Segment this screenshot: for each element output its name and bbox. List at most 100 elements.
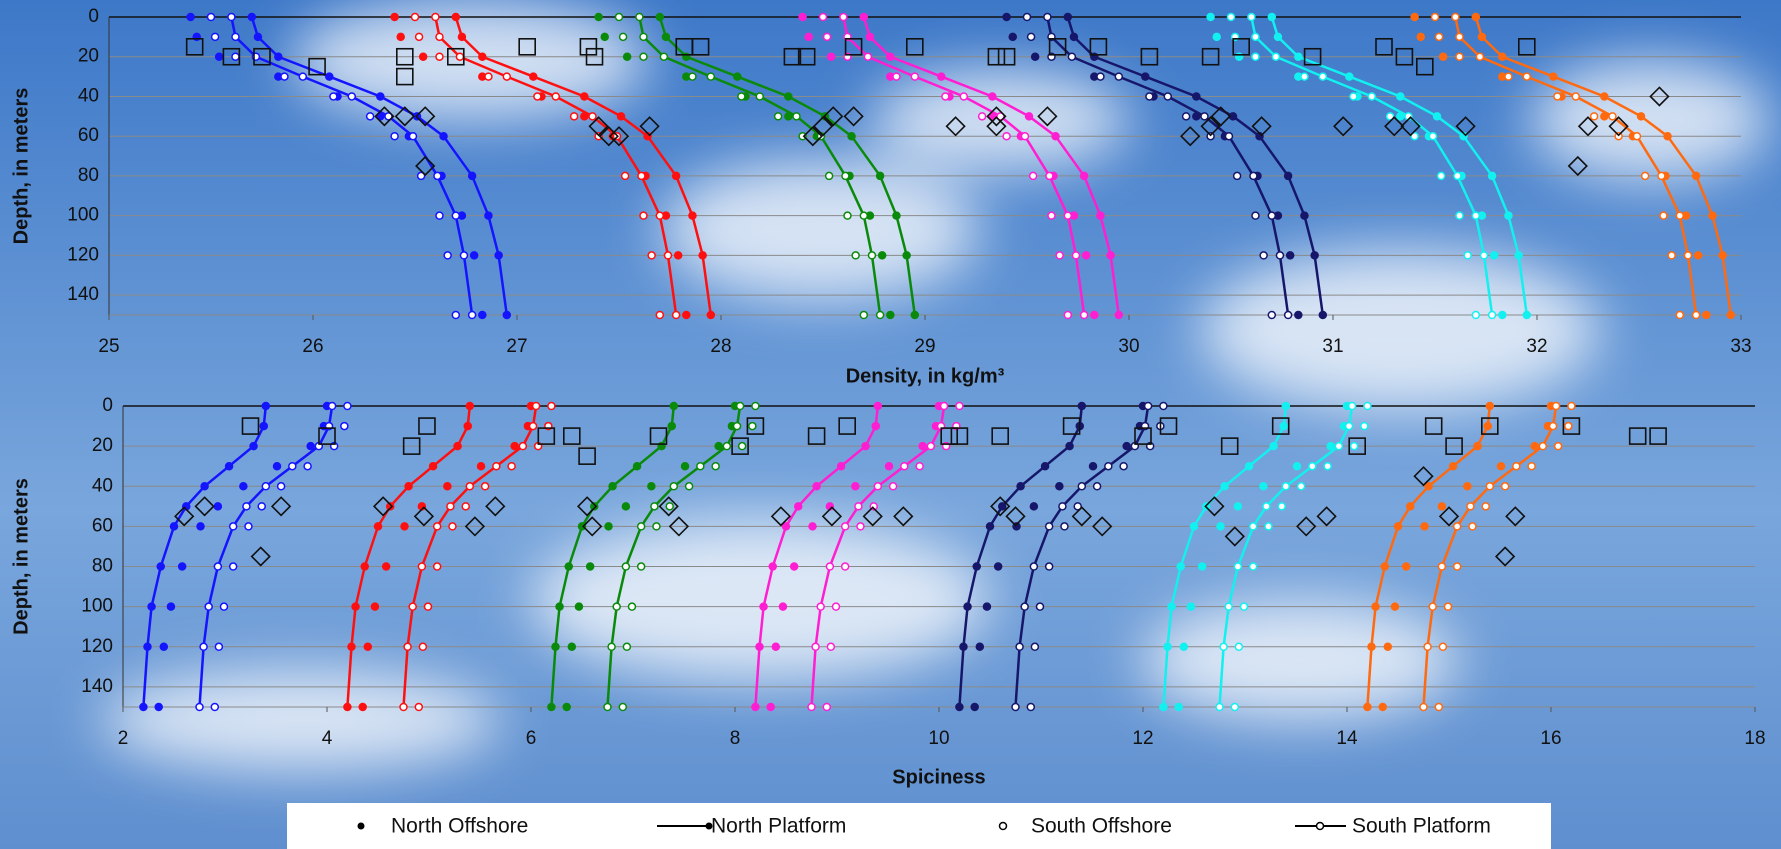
profile-point — [1489, 172, 1496, 179]
profile-point — [1709, 212, 1716, 219]
profile-point — [1478, 33, 1485, 40]
x-tick-label: 6 — [526, 728, 537, 749]
profile-point — [1225, 133, 1232, 140]
profile-point — [1294, 463, 1301, 470]
profile-point — [1216, 704, 1223, 711]
profile-point — [1012, 704, 1019, 711]
profile-point — [737, 403, 744, 410]
y-tick-label: 40 — [78, 85, 99, 106]
profile-point — [1309, 463, 1316, 470]
profile-point — [827, 643, 834, 650]
profile-point — [1187, 603, 1194, 610]
profile-point — [434, 172, 441, 179]
profile-point — [877, 312, 884, 319]
profile-point — [1486, 403, 1493, 410]
profile-point — [144, 643, 151, 650]
profile-point — [1436, 33, 1443, 40]
profile-point — [1177, 563, 1184, 570]
profile-point — [482, 483, 489, 490]
profile-point — [1250, 563, 1257, 570]
profile-point — [432, 14, 439, 21]
profile-point — [1480, 252, 1487, 259]
profile-point — [485, 73, 492, 80]
profile-point — [1183, 113, 1190, 120]
profile-point — [1429, 133, 1436, 140]
profile-point — [941, 403, 948, 410]
profile-point — [466, 403, 473, 410]
profile-point — [653, 523, 660, 530]
profile-point — [620, 33, 627, 40]
x-tick-label: 26 — [302, 336, 323, 357]
profile-point — [262, 403, 269, 410]
profile-point — [862, 443, 869, 450]
profile-point — [1499, 312, 1506, 319]
profile-point — [1727, 312, 1734, 319]
profile-point — [1097, 73, 1104, 80]
profile-point — [1268, 14, 1275, 21]
profile-point — [772, 643, 779, 650]
profile-point — [820, 14, 827, 21]
x-tick-label: 10 — [928, 728, 949, 749]
profile-point — [211, 704, 218, 711]
profile-point — [548, 403, 555, 410]
y-tick-label: 100 — [67, 205, 99, 226]
profile-point — [416, 33, 423, 40]
profile-point — [1160, 403, 1167, 410]
profile-point — [901, 463, 908, 470]
profile-point — [1633, 133, 1640, 140]
profile-point — [656, 14, 663, 21]
profile-point — [640, 212, 647, 219]
profile-point — [250, 443, 257, 450]
cloud — [1140, 600, 1460, 720]
profile-point — [275, 53, 282, 60]
profile-point — [1052, 133, 1059, 140]
profile-point — [424, 603, 431, 610]
profile-point — [409, 133, 416, 140]
profile-point — [1368, 643, 1375, 650]
profile-point — [299, 73, 306, 80]
profile-point — [956, 403, 963, 410]
profile-point — [1091, 312, 1098, 319]
profile-point — [840, 14, 847, 21]
profile-point — [707, 73, 714, 80]
profile-point — [752, 704, 759, 711]
profile-point — [1364, 403, 1371, 410]
y-tick-label: 20 — [78, 46, 99, 67]
profile-point — [1048, 212, 1055, 219]
profile-point — [624, 53, 631, 60]
profile-point — [1191, 523, 1198, 530]
profile-point — [341, 423, 348, 430]
profile-point — [1456, 212, 1463, 219]
profile-point — [1003, 133, 1010, 140]
x-tick-label: 8 — [730, 728, 741, 749]
profile-point — [1036, 603, 1043, 610]
profile-point — [1568, 403, 1575, 410]
legend-symbol — [1317, 823, 1324, 830]
profile-point — [1250, 523, 1257, 530]
profile-point — [987, 523, 994, 530]
profile-point — [844, 212, 851, 219]
profile-point — [1464, 483, 1471, 490]
profile-point — [707, 312, 714, 319]
profile-point — [1260, 252, 1267, 259]
profile-point — [1064, 212, 1071, 219]
profile-point — [1429, 603, 1436, 610]
profile-point — [723, 443, 730, 450]
profile-point — [1476, 53, 1483, 60]
profile-point — [682, 463, 689, 470]
profile-point — [1207, 14, 1214, 21]
profile-point — [911, 73, 918, 80]
profile-point — [307, 443, 314, 450]
profile-point — [404, 643, 411, 650]
profile-point — [201, 483, 208, 490]
profile-point — [1146, 93, 1153, 100]
y-axis-title: Depth, in meters — [10, 478, 32, 635]
profile-point — [575, 603, 582, 610]
profile-point — [893, 212, 900, 219]
profile-point — [1464, 252, 1471, 259]
profile-point — [805, 33, 812, 40]
profile-point — [842, 523, 849, 530]
profile-point — [329, 403, 336, 410]
profile-point — [1231, 704, 1238, 711]
profile-point — [1217, 523, 1224, 530]
